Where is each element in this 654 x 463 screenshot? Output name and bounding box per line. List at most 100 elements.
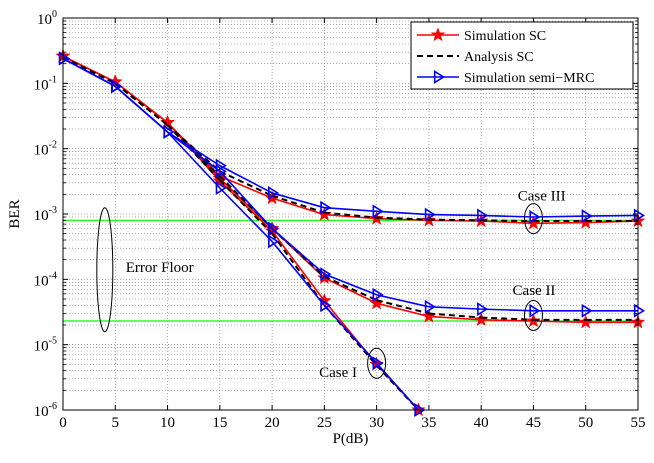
series-segment: [62, 56, 116, 85]
data-point: [320, 298, 332, 313]
x-tick-label: 5: [112, 415, 120, 431]
data-point: [267, 221, 280, 236]
x-tick-label: 40: [474, 415, 489, 431]
annotation-label: Case III: [518, 189, 566, 205]
series-simulation-semi-mrc-curve-2: [58, 51, 646, 318]
series-segment: [324, 277, 377, 304]
legend-item: Simulation SC: [417, 27, 546, 44]
series-segment: [219, 179, 273, 235]
x-tick-label: 45: [526, 415, 541, 431]
legend-label: Simulation SC: [464, 29, 546, 44]
series-segment: [428, 312, 482, 319]
data-point: [215, 164, 227, 179]
y-tick-label: 10-4: [34, 270, 57, 289]
annotation-ellipse: [367, 347, 387, 379]
series-segment: [376, 362, 420, 411]
series-segment: [324, 213, 377, 220]
data-point: [529, 210, 541, 224]
series-segment: [376, 210, 429, 216]
series-segment: [114, 85, 169, 133]
series-segment: [219, 164, 273, 194]
series-segment: [585, 214, 639, 217]
data-point: [320, 267, 332, 282]
legend-item: Analysis SC: [417, 50, 534, 65]
series-segment: [324, 273, 377, 296]
data-point: [424, 299, 436, 314]
data-point: [529, 303, 541, 318]
annotation-label: Error Floor: [126, 260, 194, 276]
series-segment: [324, 206, 377, 213]
series-segment: [376, 294, 430, 308]
series-simulation-semi-mrc-curve-3: [58, 51, 426, 417]
series-segment: [114, 82, 169, 126]
legend-item: Simulation semi−MRC: [417, 70, 594, 86]
series-segment: [428, 213, 482, 217]
annotation-ellipse: [96, 207, 114, 333]
series-segment: [376, 302, 430, 318]
legend-marker: [433, 70, 446, 84]
series-segment: [376, 299, 430, 315]
series-segment: [166, 131, 221, 189]
data-point: [633, 208, 646, 223]
x-tick-label: 20: [265, 415, 280, 431]
series-segment: [533, 215, 586, 218]
y-tick-label: 10-6: [34, 401, 57, 420]
x-tick-label: 15: [212, 415, 227, 431]
y-tick-label: 10-3: [34, 205, 57, 224]
data-point: [424, 207, 436, 222]
series-segment: [62, 57, 116, 88]
series-segment: [271, 227, 325, 275]
data-point: [267, 234, 280, 249]
annotation-ellipse: [523, 203, 543, 235]
y-tick-label: 100: [37, 9, 57, 28]
data-point: [264, 190, 280, 205]
series-segment: [114, 81, 169, 124]
x-tick-label: 50: [578, 415, 593, 431]
series-segment: [167, 131, 221, 172]
data-point: [421, 308, 437, 323]
data-point: [320, 200, 332, 215]
series-group: [55, 48, 646, 417]
series-segment: [376, 216, 429, 221]
x-tick-label: 10: [160, 415, 175, 431]
data-point: [633, 303, 646, 318]
series-segment: [428, 305, 482, 310]
series-segment: [324, 211, 377, 219]
legend-label: Analysis SC: [464, 50, 534, 65]
series-segment: [219, 187, 273, 243]
series-segment: [62, 56, 116, 85]
x-tick-label: 55: [631, 415, 646, 431]
data-point: [477, 302, 489, 317]
series-segment: [271, 197, 325, 216]
x-tick-label: 35: [421, 415, 436, 431]
x-tick-label: 25: [317, 415, 332, 431]
annotation-label: Case II: [513, 283, 556, 299]
series-segment: [271, 233, 326, 306]
legend-label: Simulation semi−MRC: [464, 71, 594, 86]
series-segment: [271, 230, 326, 302]
series-segment: [533, 221, 586, 225]
series-segment: [62, 56, 116, 85]
data-point: [163, 125, 175, 139]
annotations: Case III Case II Case I Error Floor: [96, 189, 566, 381]
legend: Simulation SC Analysis SC Simulation semi−…: [410, 21, 634, 90]
series-segment: [62, 55, 116, 83]
y-tick-label: 10-5: [34, 336, 57, 355]
axis-ticks: 0 5 10 15 20 25 30 35 40 45 50 55 10-6 10-5 10-4 10-3 10…: [34, 9, 646, 431]
data-point: [111, 79, 123, 94]
x-tick-label: 30: [369, 415, 384, 431]
y-axis-label: BER: [7, 199, 23, 228]
data-point: [372, 204, 384, 219]
data-point: [372, 356, 384, 371]
data-point: [473, 312, 489, 327]
data-point: [578, 314, 594, 329]
legend-marker: [430, 27, 446, 42]
x-tick-label: 0: [59, 415, 67, 431]
data-point: [58, 51, 71, 66]
series-segment: [166, 124, 221, 181]
series-segment: [271, 240, 325, 306]
data-point: [372, 287, 384, 302]
data-point: [581, 303, 593, 318]
series-segment: [219, 170, 273, 230]
